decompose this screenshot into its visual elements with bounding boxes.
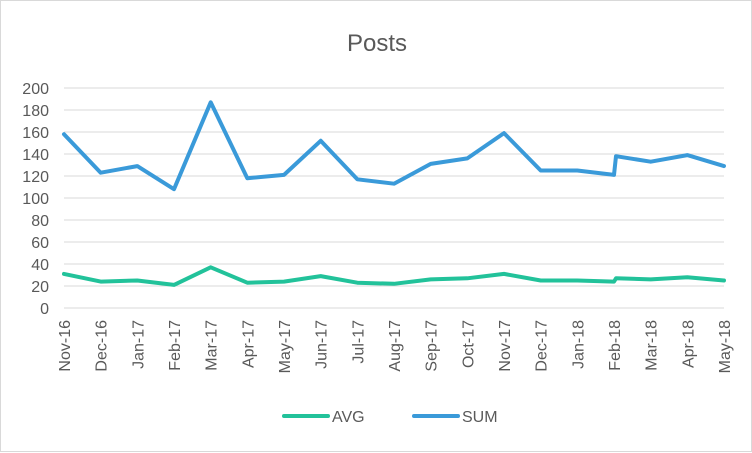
x-tick-label: Mar-18 [644,320,661,371]
y-tick-label: 160 [22,125,49,142]
y-tick-label: 140 [22,147,49,164]
legend: AVG SUM [282,409,498,426]
legend-label-avg: AVG [332,409,365,426]
x-tick-label: Jun-17 [314,320,331,369]
y-tick-label: 100 [22,191,49,208]
x-tick-label: Jul-17 [350,320,367,364]
grid-layer [64,87,724,309]
x-tick-label: Sep-17 [424,320,441,372]
y-tick-label: 60 [31,235,49,252]
chart-title: Posts [347,30,407,57]
y-tick-label: 0 [40,301,49,318]
x-tick-label: Dec-17 [534,320,551,372]
y-tick-label: 120 [22,169,49,186]
x-tick-label: May-17 [277,320,294,373]
y-tick-label: 80 [31,213,49,230]
x-tick-label: Aug-17 [387,320,404,372]
y-tick-label: 20 [31,279,49,296]
x-tick-label: Jan-17 [130,320,147,369]
x-tick-label: Oct-17 [460,320,477,368]
x-tick-label: Apr-18 [680,320,697,368]
series-line-sum [62,100,726,192]
series-layer [62,100,726,287]
x-axis-ticks: Nov-16 Dec-16 Jan-17 Feb-17 Mar-17 Apr-17 May-… [57,320,734,373]
legend-label-sum: SUM [462,409,498,426]
y-tick-label: 200 [22,81,49,98]
y-axis-ticks: 0 20 40 60 80 100 120 140 160 180 200 [22,81,49,318]
x-tick-label: Jan-18 [570,320,587,369]
x-tick-label: Apr-17 [240,320,257,368]
y-tick-label: 40 [31,257,49,274]
x-tick-label: Dec-16 [94,320,111,372]
x-tick-label: May-18 [717,320,734,373]
x-tick-label: Nov-17 [497,320,514,372]
x-tick-label: Nov-16 [57,320,74,372]
x-tick-label: Feb-18 [607,320,624,371]
x-tick-label: Mar-17 [204,320,221,371]
x-tick-label: Feb-17 [167,320,184,371]
y-tick-label: 180 [22,103,49,120]
series-line-avg [62,265,726,287]
